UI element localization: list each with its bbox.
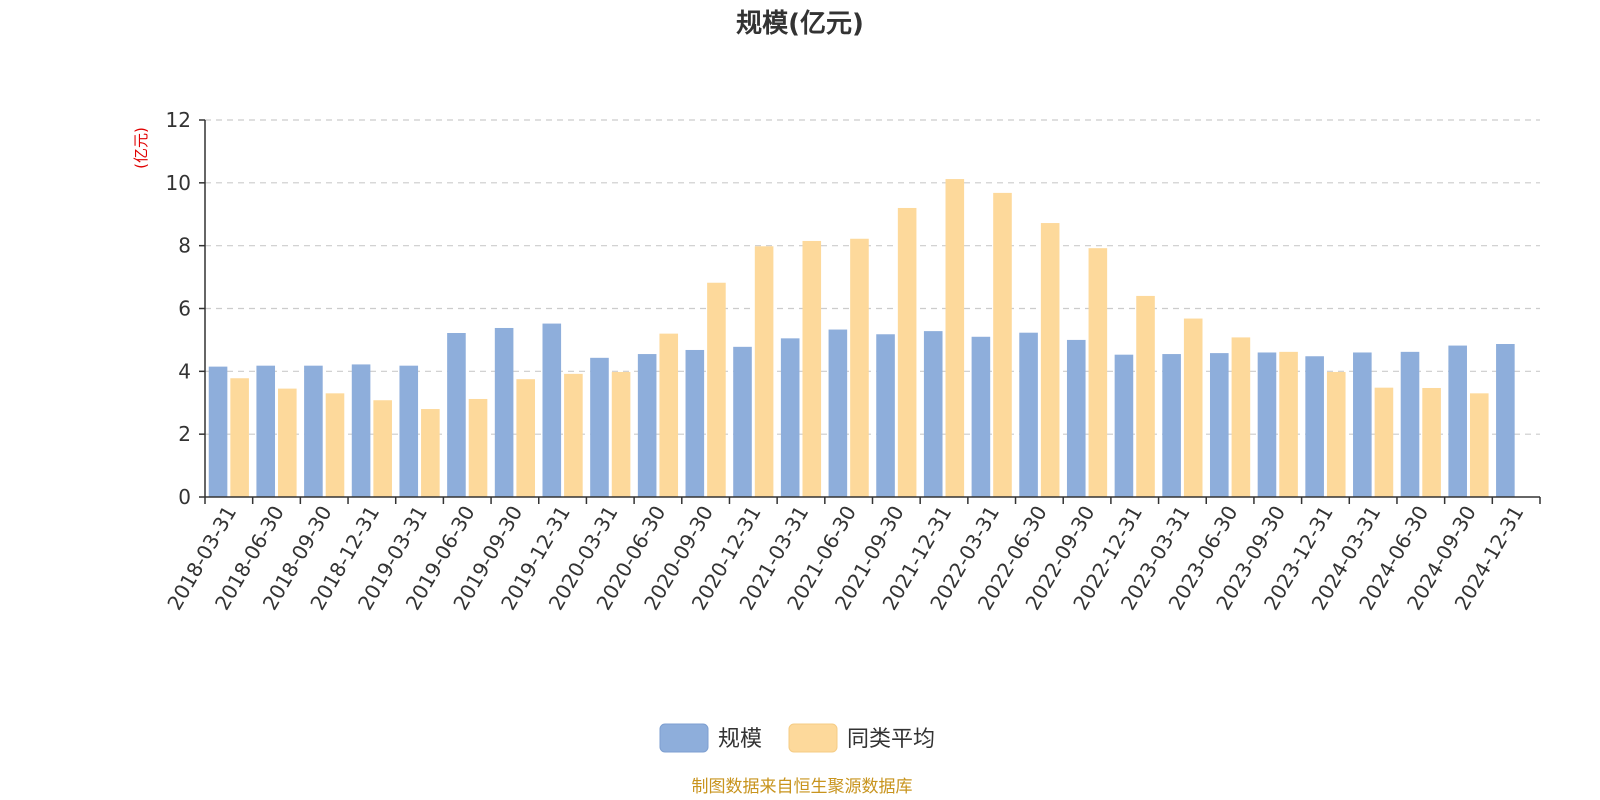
bars	[208, 179, 1515, 498]
bar-scale[interactable]	[590, 357, 609, 497]
legend-label-series-1: 同类平均	[847, 727, 935, 752]
bar-scale[interactable]	[1353, 352, 1372, 497]
bar-peer-average[interactable]	[278, 388, 297, 497]
bar-peer-average[interactable]	[516, 379, 536, 497]
bar-scale[interactable]	[923, 331, 943, 497]
y-tick-label: 8	[178, 234, 191, 258]
y-axis: 0 2 4 6 8 10 12	[166, 108, 206, 509]
bar-scale[interactable]	[304, 365, 323, 497]
bar-peer-average[interactable]	[993, 192, 1012, 498]
bar-scale[interactable]	[1019, 332, 1038, 497]
bar-peer-average[interactable]	[1374, 387, 1394, 497]
legend-swatch-series-1	[788, 723, 838, 753]
bar-scale[interactable]	[637, 354, 657, 497]
bar-scale[interactable]	[351, 364, 371, 497]
legend-label-series-0: 规模	[718, 727, 762, 752]
y-tick-label: 12	[166, 108, 191, 132]
bar-scale[interactable]	[256, 365, 276, 497]
bar-peer-average[interactable]	[373, 400, 392, 497]
bar-peer-average[interactable]	[1279, 351, 1298, 497]
bar-peer-average[interactable]	[1183, 318, 1203, 497]
bar-peer-average[interactable]	[1040, 223, 1060, 497]
bar-peer-average[interactable]	[1231, 337, 1251, 497]
x-axis: 2018-03-312018-06-302018-09-302018-12-31…	[162, 496, 1541, 614]
bar-peer-average[interactable]	[1136, 295, 1155, 497]
y-tick-label: 10	[166, 171, 191, 195]
legend[interactable]: 规模 同类平均	[659, 723, 935, 753]
bar-peer-average[interactable]	[802, 240, 822, 497]
legend-swatch-series-0	[659, 723, 709, 753]
bar-scale[interactable]	[1066, 339, 1086, 497]
bar-scale[interactable]	[1448, 345, 1467, 497]
bar-scale[interactable]	[828, 329, 848, 497]
bar-scale[interactable]	[1305, 356, 1324, 497]
chart-title: 规模(亿元)	[736, 9, 864, 39]
data-source-note: 制图数据来自恒生聚源数据库	[692, 777, 913, 797]
bar-scale[interactable]	[542, 323, 562, 497]
bar-peer-average[interactable]	[1088, 248, 1108, 497]
bar-peer-average[interactable]	[850, 238, 869, 497]
bar-scale[interactable]	[494, 327, 514, 497]
bar-peer-average[interactable]	[611, 371, 631, 497]
bar-peer-average[interactable]	[659, 333, 679, 497]
bar-scale[interactable]	[1162, 354, 1181, 497]
bar-scale[interactable]	[208, 366, 228, 497]
bar-scale[interactable]	[447, 333, 466, 497]
bar-peer-average[interactable]	[1326, 371, 1346, 497]
bar-peer-average[interactable]	[945, 179, 965, 497]
legend-item-series-1[interactable]: 同类平均	[788, 723, 935, 753]
y-tick-label: 0	[178, 485, 191, 509]
bar-peer-average[interactable]	[1422, 387, 1441, 497]
bar-scale[interactable]	[1400, 351, 1420, 497]
bar-peer-average[interactable]	[564, 373, 583, 497]
y-tick-label: 6	[178, 297, 191, 321]
legend-item-series-0[interactable]: 规模	[659, 723, 762, 753]
bar-peer-average[interactable]	[897, 207, 917, 497]
bar-scale[interactable]	[733, 346, 752, 497]
y-tick-label: 2	[178, 422, 191, 446]
bar-peer-average[interactable]	[468, 398, 488, 497]
bar-scale[interactable]	[876, 334, 895, 497]
bar-scale[interactable]	[399, 365, 419, 497]
bar-peer-average[interactable]	[325, 393, 345, 497]
bar-peer-average[interactable]	[707, 282, 726, 497]
bar-scale[interactable]	[1496, 344, 1515, 497]
bar-scale[interactable]	[780, 338, 800, 497]
bar-peer-average[interactable]	[1469, 393, 1489, 497]
bar-scale[interactable]	[1257, 352, 1277, 497]
bar-scale[interactable]	[685, 349, 705, 497]
bar-peer-average[interactable]	[421, 409, 440, 497]
bar-peer-average[interactable]	[230, 378, 249, 497]
bar-scale[interactable]	[1209, 353, 1229, 497]
y-tick-label: 4	[178, 359, 191, 383]
bar-scale[interactable]	[1114, 354, 1134, 497]
bar-peer-average[interactable]	[754, 246, 774, 497]
bar-scale[interactable]	[971, 336, 991, 497]
y-axis-label: (亿元)	[132, 127, 150, 169]
